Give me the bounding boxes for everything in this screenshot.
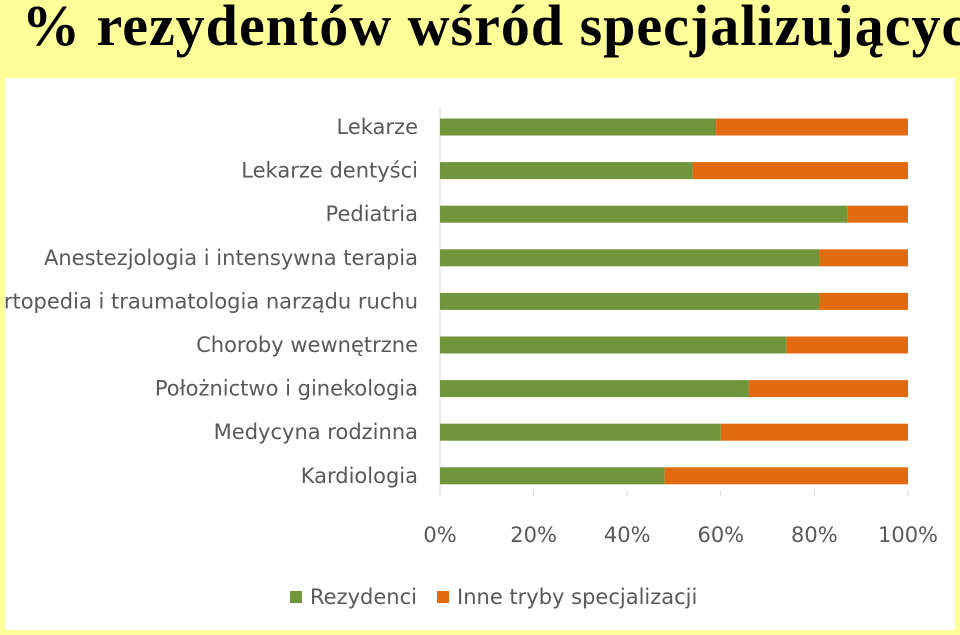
bar-segment [819,249,908,267]
legend-swatch [437,591,449,603]
bar-segment [440,467,665,485]
bar-segment [440,423,721,441]
category-label: Lekarze dentyści [241,159,418,183]
slide-title: % rezydentów wśród specjalizujących [22,0,960,58]
bar-segment [786,336,908,354]
bar-segment [440,118,717,136]
bar-segment [440,162,693,180]
bar-segment [440,205,848,223]
x-tick-label: 80% [791,523,838,547]
bar-segment [847,205,908,223]
category-label: Kardiologia [301,464,418,488]
category-label: Położnictwo i ginekologia [155,377,418,401]
legend-swatch [290,591,302,603]
x-tick-label: 20% [510,523,557,547]
legend-label: Rezydenci [310,585,417,609]
bar-segment [440,380,749,398]
category-label: Ortopedia i traumatologia narządu ruchu [5,289,418,313]
chart-panel: Lekarze Lekarze dentyści Pediatria Anestezj… [5,78,955,630]
x-tick-label: 60% [697,523,744,547]
x-tick-label: 40% [604,523,651,547]
x-tick-label: 100% [878,523,938,547]
bar-segment [748,380,908,398]
bar-segment [716,118,908,136]
category-label: Lekarze [337,115,419,139]
category-label: Choroby wewnętrzne [196,333,418,357]
category-label: Anestezjologia i intensywna terapia [44,246,418,270]
bar-segment [440,249,820,267]
bar-segment [692,162,908,180]
legend-label: Inne tryby specjalizacji [457,585,697,609]
bar-segment [819,292,908,310]
bar-segment [440,336,787,354]
stacked-bar-chart: Lekarze Lekarze dentyści Pediatria Anestezj… [5,106,938,609]
category-label: Pediatria [326,202,418,226]
bar-segment [720,423,908,441]
category-label: Medycyna rodzinna [214,420,418,444]
bar-segment [440,292,820,310]
bar-segment [664,467,908,485]
x-tick-label: 0% [423,523,456,547]
